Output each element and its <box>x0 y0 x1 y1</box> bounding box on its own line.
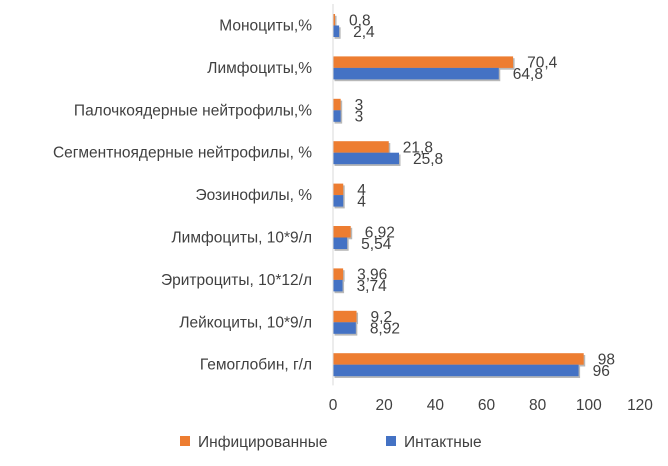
data-label: 64,8 <box>513 66 543 83</box>
category-label: Сегментноядерные нейтрофилы, % <box>53 145 312 162</box>
x-tick-label: 20 <box>376 397 394 414</box>
category-label: Эритроциты, 10*12/л <box>161 272 312 289</box>
category-label: Палочкоядерные нейтрофилы,% <box>74 102 312 119</box>
data-label: 98 <box>598 351 615 368</box>
data-label: 9,2 <box>371 309 393 326</box>
data-label: 70,4 <box>527 55 558 72</box>
x-tick-label: 100 <box>576 397 602 414</box>
x-tick-label: 40 <box>427 397 445 414</box>
category-label: Эозинофилы, % <box>195 187 312 204</box>
data-label: 3 <box>355 97 364 114</box>
bars-layer <box>333 14 586 378</box>
legend-label: Интактные <box>404 434 482 451</box>
data-label: 8,92 <box>370 321 400 338</box>
category-label: Лимфоциты, 10*9/л <box>172 230 313 247</box>
data-label: 3 <box>355 109 364 126</box>
category-label: Гемоглобин, г/л <box>200 357 312 374</box>
bar-intact <box>333 110 341 122</box>
bar-intact <box>333 279 343 292</box>
data-label: 4 <box>357 193 366 210</box>
bar-shadow <box>334 15 337 28</box>
bar-infected <box>333 310 357 323</box>
data-label: 0,8 <box>349 12 371 29</box>
data-label: 96 <box>593 363 610 380</box>
bar-intact <box>333 237 348 249</box>
category-labels: Моноциты,% Лимфоциты,% Палочкоядерные нейт… <box>53 18 312 374</box>
bar-infected <box>333 14 336 26</box>
data-label: 6,92 <box>365 224 395 241</box>
bar-intact <box>333 322 356 334</box>
x-tick-label: 0 <box>329 397 338 414</box>
data-label: 3,74 <box>357 278 388 295</box>
x-axis-ticks: 0 20 40 60 80 100 120 <box>329 397 654 414</box>
bar-intact <box>333 152 400 165</box>
data-label: 21,8 <box>403 139 433 156</box>
value-labels: 0,82,4 70,464,8 33 21,825,8 44 6,925,54 3,963,… <box>349 12 615 380</box>
legend-label: Инфицированные <box>198 434 327 451</box>
data-label: 3,96 <box>357 267 387 284</box>
legend: Инфицированные Интактные <box>180 434 482 451</box>
bar-infected <box>333 353 584 365</box>
bar-intact <box>333 195 344 207</box>
category-label: Лимфоциты,% <box>207 60 312 77</box>
legend-swatch <box>180 436 190 446</box>
bar-infected <box>333 268 344 280</box>
bar-infected <box>333 56 514 68</box>
bar-intact <box>333 25 340 37</box>
bar-intact <box>333 67 499 80</box>
legend-swatch <box>386 436 396 446</box>
x-tick-label: 80 <box>529 397 547 414</box>
data-label: 25,8 <box>413 151 443 168</box>
x-tick-label: 60 <box>478 397 496 414</box>
bar-infected <box>333 226 351 238</box>
data-label: 2,4 <box>353 24 375 41</box>
bar-intact <box>333 364 579 377</box>
category-label: Моноциты,% <box>219 18 312 35</box>
bar-infected <box>333 141 389 153</box>
data-label: 5,54 <box>361 236 392 253</box>
bar-infected <box>333 98 341 111</box>
category-label: Лейкоциты, 10*9/л <box>179 314 312 331</box>
data-label: 4 <box>357 182 366 199</box>
bar-infected <box>333 183 344 196</box>
x-tick-label: 120 <box>627 397 653 414</box>
